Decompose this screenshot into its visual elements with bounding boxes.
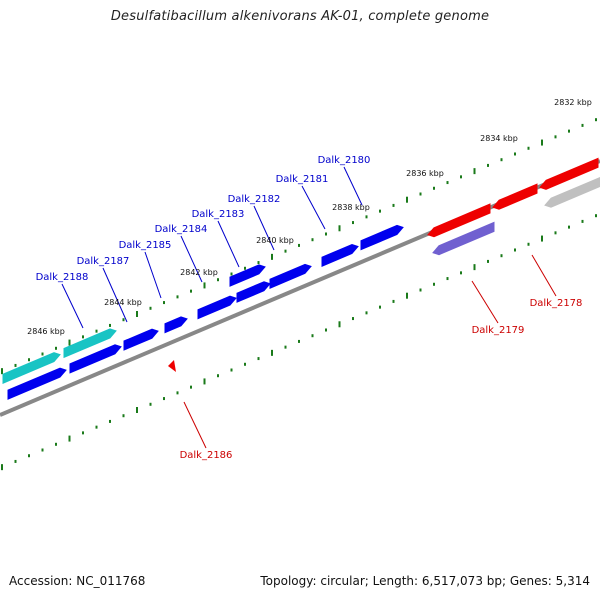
- gene-label-reverse: Dalk_2179: [472, 325, 525, 336]
- gene-arrow-forward: [236, 281, 271, 303]
- gene-label-forward: Dalk_2182: [228, 194, 281, 205]
- gene-label-forward: Dalk_2184: [155, 224, 208, 235]
- leader-line: [144, 251, 162, 299]
- gene-arrow-reverse: [539, 157, 599, 190]
- scale-label: 2844 kbp: [104, 298, 142, 307]
- leader-line: [301, 185, 326, 230]
- gene-arrow-forward-alt: [63, 328, 117, 359]
- gene-arrow-forward: [321, 243, 359, 267]
- scale-label: 2834 kbp: [480, 134, 518, 143]
- gene-label-forward: Dalk_2181: [276, 174, 329, 185]
- gene-arrow-forward: [164, 316, 188, 334]
- scale-label: 2846 kbp: [27, 327, 65, 336]
- scale-ticks: [1, 118, 597, 471]
- gene-arrow-reverse-small: [168, 360, 176, 372]
- label-leader-lines: [61, 166, 557, 449]
- scale-label: 2840 kbp: [256, 236, 294, 245]
- accession-text: Accession: NC_011768: [9, 574, 146, 588]
- gene-arrow-forward-alt: [2, 352, 61, 384]
- gene-arrow-forward: [69, 344, 122, 374]
- leader-line: [183, 401, 207, 449]
- scale-label: 2838 kbp: [332, 203, 370, 212]
- gene-label-reverse: Dalk_2178: [530, 298, 583, 309]
- leader-line: [102, 267, 128, 323]
- gene-label-forward: Dalk_2188: [36, 272, 89, 283]
- gene-features: [2, 157, 600, 400]
- leader-line: [180, 235, 203, 283]
- gene-arrow-forward: [360, 224, 404, 251]
- scale-labels: 2832 kbp 2834 kbp 2836 kbp 2838 kbp 2840 kbp…: [27, 98, 592, 336]
- scale-label: 2836 kbp: [406, 169, 444, 178]
- gene-arrow-forward: [197, 295, 237, 320]
- gene-arrow-forward: [269, 263, 312, 289]
- leader-line: [343, 166, 363, 206]
- gene-label-forward: Dalk_2180: [318, 155, 371, 166]
- leader-line: [253, 205, 275, 251]
- gene-label-reverse: Dalk_2186: [180, 450, 233, 461]
- genome-summary-text: Topology: circular; Length: 6,517,073 bp…: [260, 574, 590, 588]
- gene-arrow-forward: [229, 264, 266, 287]
- gene-arrow-forward: [123, 328, 159, 351]
- scale-label: 2842 kbp: [180, 268, 218, 277]
- gene-labels: Dalk_2180 Dalk_2181 Dalk_2182 Dalk_2183 Dalk…: [36, 155, 583, 461]
- gene-label-forward: Dalk_2187: [77, 256, 130, 267]
- leader-line: [61, 283, 84, 329]
- gene-arrow-reverse: [427, 203, 491, 238]
- leader-line: [217, 220, 240, 268]
- scale-label: 2832 kbp: [554, 98, 592, 107]
- gene-label-forward: Dalk_2183: [192, 209, 245, 220]
- map-title: Desulfatibacillum alkenivorans AK-01, co…: [110, 9, 490, 24]
- gene-arrow-forward: [7, 367, 67, 400]
- leader-line: [531, 254, 557, 297]
- leader-line: [471, 280, 499, 324]
- gene-arrow-reverse-alt: [432, 221, 495, 256]
- gene-arrow-reverse-grey: [544, 176, 600, 208]
- gene-arrow-reverse: [492, 183, 538, 210]
- gene-label-forward: Dalk_2185: [119, 240, 172, 251]
